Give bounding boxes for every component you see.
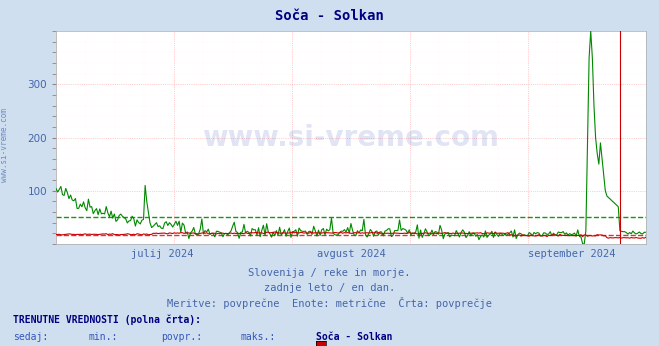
Text: maks.:: maks.:	[241, 332, 275, 342]
Text: povpr.:: povpr.:	[161, 332, 202, 342]
Text: www.si-vreme.com: www.si-vreme.com	[202, 124, 500, 152]
Text: julij 2024: julij 2024	[131, 249, 194, 259]
Text: avgust 2024: avgust 2024	[316, 249, 386, 259]
Text: Soča - Solkan: Soča - Solkan	[316, 332, 393, 342]
Text: Meritve: povprečne  Enote: metrične  Črta: povprečje: Meritve: povprečne Enote: metrične Črta:…	[167, 297, 492, 309]
Text: zadnje leto / en dan.: zadnje leto / en dan.	[264, 283, 395, 293]
Text: www.si-vreme.com: www.si-vreme.com	[0, 108, 9, 182]
Text: Soča - Solkan: Soča - Solkan	[275, 9, 384, 22]
Text: min.:: min.:	[89, 332, 119, 342]
Text: Slovenija / reke in morje.: Slovenija / reke in morje.	[248, 268, 411, 278]
Text: sedaj:: sedaj:	[13, 332, 48, 342]
Text: september 2024: september 2024	[529, 249, 616, 259]
Text: TRENUTNE VREDNOSTI (polna črta):: TRENUTNE VREDNOSTI (polna črta):	[13, 314, 201, 325]
